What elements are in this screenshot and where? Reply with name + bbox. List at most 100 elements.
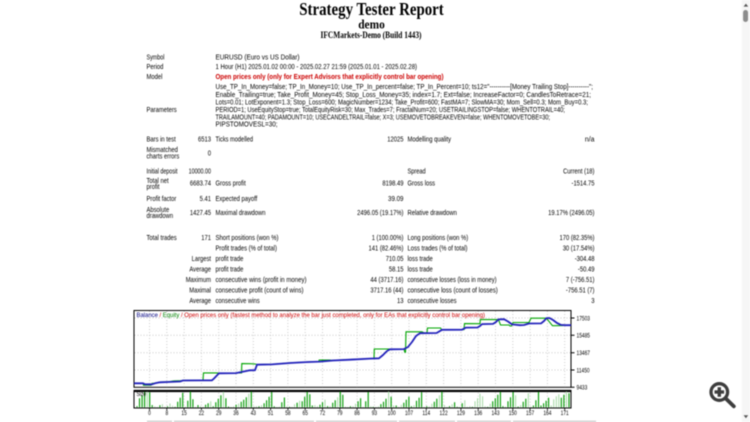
svg-text:51: 51: [268, 410, 274, 417]
svg-text:Total trades: Total trades: [147, 233, 177, 242]
svg-text:-50.49: -50.49: [578, 265, 595, 274]
svg-text:72: 72: [320, 410, 326, 417]
svg-text:1427.45: 1427.45: [190, 208, 211, 217]
svg-text:2496.05 (19.17%): 2496.05 (19.17%): [357, 208, 403, 217]
svg-text:Ticks modelled: Ticks modelled: [216, 135, 254, 144]
svg-text:710.05: 710.05: [386, 254, 404, 263]
svg-text:drawdown: drawdown: [147, 211, 174, 220]
svg-text:Size: Size: [137, 391, 147, 398]
svg-text:consecutive loss (count of los: consecutive loss (count of losses): [408, 286, 498, 295]
svg-text:0: 0: [208, 149, 211, 158]
svg-text:10000.00: 10000.00: [189, 167, 211, 176]
svg-text:5.41: 5.41: [200, 194, 211, 203]
svg-text:Model: Model: [147, 72, 163, 81]
svg-text:65: 65: [303, 410, 309, 417]
svg-text:15: 15: [181, 410, 187, 417]
svg-text:15485: 15485: [577, 333, 591, 340]
svg-text:44 (3717.16): 44 (3717.16): [370, 275, 403, 284]
svg-text:Total net: Total net: [147, 176, 169, 185]
svg-text:171: 171: [561, 410, 569, 417]
svg-text:6513: 6513: [198, 135, 211, 144]
svg-text:86: 86: [354, 410, 360, 417]
svg-text:PIPSTOMOVESL=30;: PIPSTOMOVESL=30;: [216, 120, 278, 129]
svg-text:EURUSD (Euro vs US Dollar): EURUSD (Euro vs US Dollar): [216, 52, 300, 61]
svg-text:100: 100: [388, 410, 396, 417]
svg-text:consecutive wins (profit in mo: consecutive wins (profit in money): [216, 275, 307, 284]
svg-text:150: 150: [509, 410, 517, 417]
svg-text:Largest: Largest: [192, 254, 211, 263]
svg-text:122: 122: [440, 410, 448, 417]
svg-text:PERIOD=1; UseEquityStop=true;: PERIOD=1; UseEquityStop=true; TotalEquit…: [216, 105, 566, 114]
svg-text:profit trade: profit trade: [216, 254, 244, 263]
svg-text:143: 143: [491, 410, 499, 417]
svg-text:-1514.75: -1514.75: [572, 179, 595, 188]
svg-text:Gross profit: Gross profit: [216, 179, 246, 188]
svg-text:19.17% (2496.05): 19.17% (2496.05): [548, 208, 594, 217]
svg-text:loss trade: loss trade: [408, 254, 433, 263]
svg-text:58.15: 58.15: [389, 265, 404, 274]
svg-text:39.09: 39.09: [388, 194, 404, 203]
svg-text:Profit factor: Profit factor: [147, 194, 177, 203]
svg-text:114: 114: [422, 410, 430, 417]
svg-text:Profit trades (% of total): Profit trades (% of total): [216, 244, 277, 253]
svg-text:profit trade: profit trade: [216, 265, 244, 274]
svg-text:Bars in test: Bars in test: [147, 135, 176, 144]
svg-text:loss trade: loss trade: [408, 265, 433, 274]
svg-text:IFCMarkets-Demo (Build 1443): IFCMarkets-Demo (Build 1443): [321, 30, 422, 41]
svg-text:Lots=0.01; LotExponent=1.3; St: Lots=0.01; LotExponent=1.3; Stop_Loss=60…: [216, 97, 589, 106]
svg-text:consecutive profit (count of w: consecutive profit (count of wins): [216, 286, 304, 295]
svg-text:3: 3: [591, 296, 594, 305]
svg-text:9433: 9433: [577, 385, 588, 392]
svg-text:Average: Average: [189, 265, 211, 274]
svg-text:107: 107: [405, 410, 413, 417]
svg-text:Gross loss: Gross loss: [408, 179, 436, 188]
svg-text:129: 129: [457, 410, 465, 417]
svg-text:Mismatched: Mismatched: [147, 145, 178, 154]
svg-text:Short positions (won %): Short positions (won %): [216, 233, 279, 242]
svg-text:-756.51 (7): -756.51 (7): [566, 286, 595, 295]
svg-text:8198.49: 8198.49: [382, 179, 403, 188]
svg-text:22: 22: [199, 410, 205, 417]
svg-text:1 (100.00%): 1 (100.00%): [372, 233, 404, 242]
svg-text:1 Hour (H1) 2025.01.02 00:00 -: 1 Hour (H1) 2025.01.02 00:00 - 2025.02.2…: [216, 62, 418, 71]
svg-text:Loss trades (% of total): Loss trades (% of total): [408, 244, 468, 253]
svg-text:164: 164: [543, 410, 551, 417]
svg-text:Relative drawdown: Relative drawdown: [408, 208, 457, 217]
svg-text:Strategy Tester Report: Strategy Tester Report: [299, 0, 444, 19]
svg-text:consecutive losses (loss in mo: consecutive losses (loss in money): [408, 275, 497, 284]
svg-text:7 (-756.51): 7 (-756.51): [566, 275, 595, 284]
svg-text:13: 13: [397, 296, 404, 305]
svg-text:157: 157: [526, 410, 534, 417]
svg-text:consecutive losses: consecutive losses: [408, 296, 457, 305]
svg-text:170 (82.35%): 170 (82.35%): [560, 233, 595, 242]
svg-text:demo: demo: [358, 18, 385, 32]
svg-text:Expected payoff: Expected payoff: [216, 194, 259, 203]
svg-text:Current (18): Current (18): [563, 167, 594, 176]
svg-text:11450: 11450: [577, 367, 590, 374]
svg-text:consecutive wins: consecutive wins: [216, 296, 260, 305]
svg-text:Parameters: Parameters: [147, 105, 177, 114]
svg-text:Open prices only (only for Exp: Open prices only (only for Expert Adviso…: [216, 72, 444, 81]
svg-text:Maximum: Maximum: [186, 275, 211, 284]
svg-text:Absolute: Absolute: [147, 205, 170, 214]
svg-text:Maximal: Maximal: [189, 286, 211, 295]
svg-text:43: 43: [251, 410, 257, 417]
svg-text:Period: Period: [147, 62, 164, 71]
svg-text:Maximal drawdown: Maximal drawdown: [216, 208, 266, 217]
svg-text:30 (17.54%): 30 (17.54%): [563, 244, 595, 253]
svg-text:93: 93: [372, 410, 378, 417]
svg-text:171: 171: [201, 233, 211, 242]
svg-text:Use_TP_In_Money=false; TP_In_M: Use_TP_In_Money=false; TP_In_Money=10; U…: [216, 82, 594, 91]
svg-text:Symbol: Symbol: [147, 52, 165, 61]
svg-text:Initial deposit: Initial deposit: [147, 167, 178, 176]
svg-text:Spread: Spread: [408, 167, 426, 176]
svg-text:3717.16 (44): 3717.16 (44): [370, 286, 403, 295]
svg-text:8: 8: [165, 410, 168, 417]
svg-text:6683.74: 6683.74: [190, 179, 211, 188]
svg-text:TRAILAMOUNT=40; PADAMOUNT=10;: TRAILAMOUNT=40; PADAMOUNT=10; USECANDELT…: [216, 113, 551, 122]
svg-text:profit: profit: [147, 182, 160, 191]
svg-text:Balance / Equity / Open prices: Balance / Equity / Open prices only (fas…: [137, 312, 486, 319]
svg-text:13467: 13467: [577, 350, 591, 357]
svg-text:136: 136: [474, 410, 482, 417]
svg-text:-304.48: -304.48: [575, 254, 595, 263]
